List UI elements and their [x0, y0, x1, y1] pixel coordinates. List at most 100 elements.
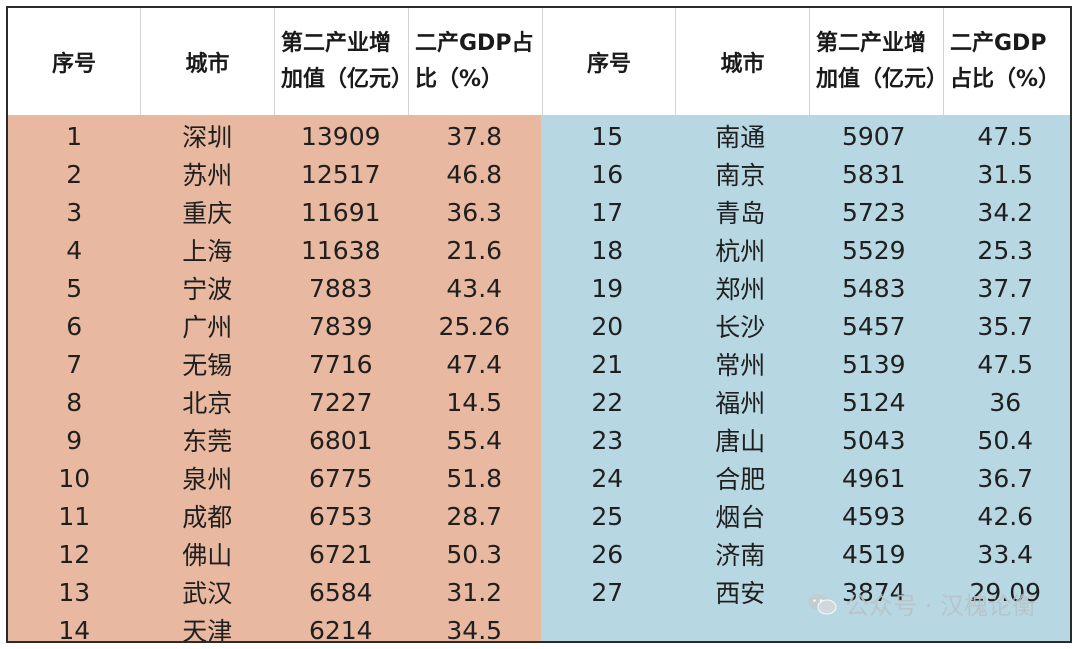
row-value: 6753: [308, 501, 373, 531]
table-half-left: 1 深圳 13909 37.8 2 苏州 12517 46.8 3 重庆 11691 36.3 4 上海 1…: [8, 115, 541, 643]
row-city: 郑州: [715, 275, 766, 304]
table-row: 7 无锡 7716 47.4: [8, 345, 541, 383]
row-value: 5457: [841, 311, 906, 341]
header-city-right: 城市: [676, 8, 810, 115]
row-share: 55.4: [446, 425, 503, 455]
header-share-right: 二产GDP占比（%）: [950, 30, 1061, 92]
row-index: 15: [591, 121, 624, 151]
table-row: 23 唐山 5043 50.4: [541, 421, 1070, 459]
row-share: 47.4: [446, 349, 503, 379]
table-row: 19 郑州 5483 37.7: [541, 269, 1070, 307]
row-city: 常州: [715, 351, 766, 380]
table-row: 4 上海 11638 21.6: [8, 231, 541, 269]
table-row: 2 苏州 12517 46.8: [8, 155, 541, 193]
table-row: 1 深圳 13909 37.8: [8, 117, 541, 155]
row-index: 26: [591, 539, 624, 569]
row-value: 7227: [308, 387, 373, 417]
row-city: 佛山: [182, 541, 233, 570]
table-row: 14 天津 6214 34.5: [8, 611, 541, 643]
row-index: 12: [58, 539, 91, 569]
row-city: 唐山: [715, 427, 766, 456]
row-city: 上海: [182, 237, 233, 266]
row-share: 28.7: [446, 501, 503, 531]
header-value-left: 第二产业增加值（亿元）: [275, 8, 413, 115]
row-value: 5907: [841, 121, 906, 151]
header-share-left: 二产GDP占比（%）: [409, 8, 543, 115]
row-index: 21: [591, 349, 624, 379]
row-city: 天津: [182, 617, 233, 643]
row-value: 11638: [300, 235, 381, 265]
table-row: 17 青岛 5723 34.2: [541, 193, 1070, 231]
row-share: 46.8: [446, 159, 503, 189]
table-row: 18 杭州 5529 25.3: [541, 231, 1070, 269]
row-index: 8: [66, 387, 83, 417]
row-city: 武汉: [182, 579, 233, 608]
row-value: 6801: [308, 425, 373, 455]
row-share: 35.7: [977, 311, 1034, 341]
row-city: 苏州: [182, 161, 233, 190]
row-index: 22: [591, 387, 624, 417]
table-row: 13 武汉 6584 31.2: [8, 573, 541, 611]
table-row: 6 广州 7839 25.26: [8, 307, 541, 345]
row-share: 29.09: [969, 577, 1042, 607]
row-share: 37.7: [977, 273, 1034, 303]
row-index: 16: [591, 159, 624, 189]
row-index: 9: [66, 425, 83, 455]
table-row: 20 长沙 5457 35.7: [541, 307, 1070, 345]
table-row: 10 泉州 6775 51.8: [8, 459, 541, 497]
row-share: 14.5: [446, 387, 503, 417]
table-row: 9 东莞 6801 55.4: [8, 421, 541, 459]
row-city: 宁波: [182, 275, 233, 304]
watermark-text: 公众号 · 汉槐论衡: [845, 592, 1036, 620]
row-value: 5139: [841, 349, 906, 379]
watermark: 公众号 · 汉槐论衡: [807, 586, 1036, 621]
row-city: 泉州: [182, 465, 233, 494]
row-value: 5124: [841, 387, 906, 417]
table-header: 序号 城市 第二产业增加值（亿元） 二产GDP占比（%） 序号 城市 第二产业增…: [8, 8, 1070, 117]
row-city: 福州: [715, 389, 766, 418]
row-share: 31.2: [446, 577, 503, 607]
row-city: 重庆: [182, 199, 233, 228]
row-share: 42.6: [977, 501, 1034, 531]
table-row: 3 重庆 11691 36.3: [8, 193, 541, 231]
row-city: 东莞: [182, 427, 233, 456]
row-share: 33.4: [977, 539, 1034, 569]
row-share: 34.2: [977, 197, 1034, 227]
row-share: 47.5: [977, 121, 1034, 151]
row-value: 6584: [308, 577, 373, 607]
row-value: 3874: [841, 577, 906, 607]
row-share: 37.8: [446, 121, 503, 151]
header-index-right: 序号: [543, 8, 676, 115]
table-row: 24 合肥 4961 36.7: [541, 459, 1070, 497]
row-index: 4: [66, 235, 83, 265]
row-share: 43.4: [446, 273, 503, 303]
table-row: 11 成都 6753 28.7: [8, 497, 541, 535]
row-value: 7839: [308, 311, 373, 341]
header-city-left: 城市: [141, 8, 275, 115]
row-share: 36.7: [977, 463, 1034, 493]
row-share: 47.5: [977, 349, 1034, 379]
row-city: 西安: [715, 579, 766, 608]
table-row: 25 烟台 4593 42.6: [541, 497, 1070, 535]
table-row: 5 宁波 7883 43.4: [8, 269, 541, 307]
row-value: 7883: [308, 273, 373, 303]
row-city: 南通: [715, 123, 766, 152]
row-city: 广州: [182, 313, 233, 342]
row-value: 4519: [841, 539, 906, 569]
row-value: 12517: [300, 159, 381, 189]
row-value: 13909: [300, 121, 381, 151]
table-row: 15 南通 5907 47.5: [541, 117, 1070, 155]
row-index: 7: [66, 349, 83, 379]
row-value: 7716: [308, 349, 373, 379]
wechat-icon: [808, 593, 837, 614]
table-row: 21 常州 5139 47.5: [541, 345, 1070, 383]
row-index: 10: [58, 463, 91, 493]
row-value: 6214: [308, 615, 373, 643]
row-share: 34.5: [446, 615, 503, 643]
row-city: 青岛: [715, 199, 766, 228]
row-index: 24: [591, 463, 624, 493]
row-city: 合肥: [715, 465, 766, 494]
row-city: 杭州: [715, 237, 766, 266]
row-value: 5831: [841, 159, 906, 189]
row-index: 5: [66, 273, 83, 303]
